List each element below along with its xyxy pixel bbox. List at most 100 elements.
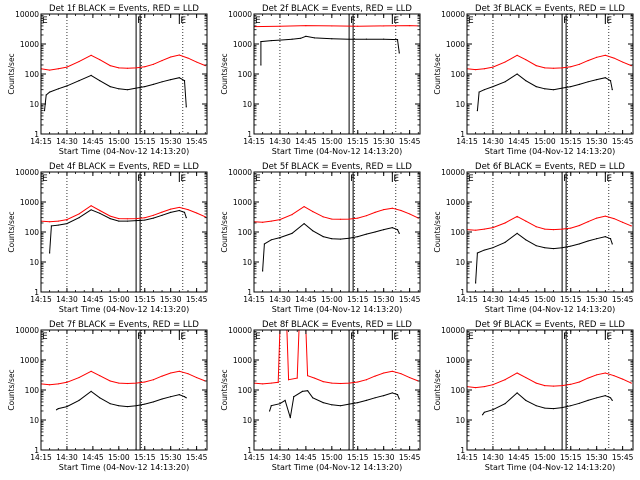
point-events	[99, 397, 101, 399]
point-events	[552, 89, 555, 91]
y-tick-label: 1	[34, 130, 39, 139]
point-events	[609, 397, 612, 399]
point-events	[587, 81, 589, 83]
point-lld	[596, 374, 598, 376]
point-lld	[492, 227, 494, 229]
point-events	[312, 397, 314, 399]
point-events	[561, 247, 563, 249]
x-tick-label: 14:15	[243, 453, 265, 462]
plot-area	[467, 14, 632, 134]
x-axis-label: Start Time (04-Nov-12 14:13:20)	[59, 463, 189, 472]
point-events	[348, 237, 350, 239]
x-tick-label: 15:00	[108, 453, 130, 462]
plot-frame	[466, 329, 634, 451]
point-lld	[525, 59, 527, 61]
point-events	[144, 403, 146, 405]
y-tick-label: 1000	[446, 40, 465, 49]
point-lld	[535, 382, 537, 384]
point-events	[49, 91, 51, 93]
point-events	[291, 232, 293, 234]
point-lld	[587, 59, 589, 62]
x-tick-label: 14:15	[456, 453, 478, 462]
point-lld	[516, 54, 518, 56]
point-lld	[357, 25, 359, 27]
point-lld	[90, 54, 92, 56]
point-lld	[552, 67, 555, 69]
point-lld	[204, 216, 206, 218]
x-axis-label: Start Time (04-Nov-12 14:13:20)	[59, 305, 189, 314]
y-tick-label: 1000	[20, 356, 39, 365]
point-events	[263, 243, 265, 245]
point-lld	[78, 376, 80, 379]
point-events	[270, 39, 272, 42]
y-tick-label: 100	[451, 228, 466, 237]
point-events	[322, 402, 324, 404]
y-axis-label: Counts/sec	[7, 369, 16, 410]
x-tick-label: 15:15	[134, 453, 156, 462]
point-events	[604, 395, 606, 397]
point-events	[339, 405, 342, 407]
point-events	[492, 247, 494, 249]
point-lld	[270, 220, 272, 222]
point-events	[535, 245, 537, 247]
point-lld	[622, 378, 624, 380]
point-events	[483, 249, 485, 251]
point-events	[483, 89, 485, 91]
point-lld	[303, 206, 305, 208]
marker-label-3: E	[180, 332, 186, 342]
point-events	[396, 39, 399, 41]
point-events	[312, 230, 314, 232]
y-tick-label: 1000	[446, 356, 465, 365]
x-tick-label: 15:15	[560, 453, 582, 462]
point-events	[383, 38, 385, 40]
point-lld	[374, 211, 376, 214]
marker-label-3: E	[180, 174, 186, 184]
point-events	[57, 224, 59, 226]
point-lld	[504, 222, 506, 224]
point-lld	[99, 209, 101, 212]
y-tick-label: 10000	[15, 168, 39, 177]
point-events	[391, 227, 393, 229]
point-events	[383, 229, 385, 231]
point-events	[578, 83, 580, 86]
point-events	[268, 410, 271, 412]
marker-label-1: E	[255, 332, 261, 342]
point-lld	[126, 67, 129, 69]
point-events	[365, 38, 367, 40]
point-events	[260, 41, 262, 43]
point-events	[144, 86, 146, 88]
point-lld	[383, 208, 385, 211]
point-events	[504, 403, 506, 405]
point-events	[305, 35, 307, 37]
point-lld	[596, 217, 598, 219]
point-events	[262, 270, 264, 272]
point-lld	[475, 229, 477, 231]
point-lld	[109, 380, 111, 382]
point-events	[293, 396, 295, 398]
plot-area	[254, 14, 419, 134]
marker-label-2: F	[563, 16, 568, 26]
point-events	[544, 407, 546, 409]
point-events	[161, 398, 163, 400]
point-events	[492, 409, 494, 411]
point-events	[383, 395, 385, 397]
plot-frame	[40, 13, 208, 135]
point-lld	[348, 382, 350, 384]
point-lld	[331, 382, 333, 384]
plot-frame	[40, 329, 208, 451]
y-tick-label: 10000	[441, 326, 465, 335]
x-tick-label: 15:30	[160, 295, 182, 304]
y-tick-label: 1	[460, 288, 465, 297]
y-tick-label: 10000	[228, 168, 252, 177]
point-lld	[178, 54, 180, 56]
x-tick-label: 15:30	[586, 453, 608, 462]
point-lld	[339, 218, 342, 220]
plot-area	[467, 330, 632, 450]
point-events	[109, 217, 111, 220]
point-lld	[561, 385, 563, 387]
plot-area	[254, 330, 419, 450]
point-lld	[587, 221, 589, 223]
point-events	[45, 94, 47, 96]
